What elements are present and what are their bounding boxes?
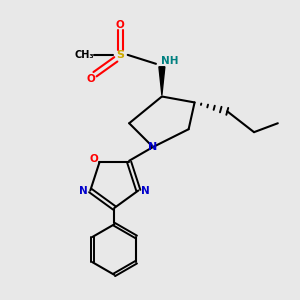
- Text: NH: NH: [160, 56, 178, 66]
- Text: CH₃: CH₃: [75, 50, 94, 60]
- Text: N: N: [79, 185, 87, 196]
- Text: N: N: [141, 185, 150, 196]
- Text: O: O: [116, 20, 125, 30]
- Text: S: S: [116, 50, 124, 60]
- Text: O: O: [89, 154, 98, 164]
- Text: N: N: [148, 142, 158, 152]
- Text: O: O: [86, 74, 95, 84]
- Polygon shape: [159, 67, 165, 95]
